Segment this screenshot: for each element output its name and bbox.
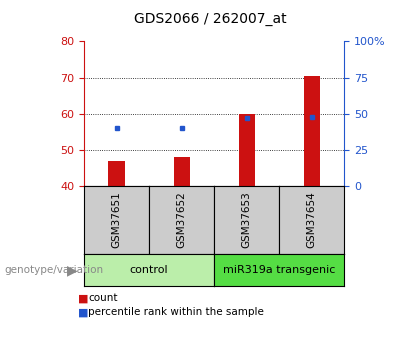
Text: GDS2066 / 262007_at: GDS2066 / 262007_at	[134, 12, 286, 26]
Bar	[239, 114, 255, 186]
Text: ▶: ▶	[67, 263, 78, 277]
Bar	[108, 161, 125, 186]
Text: control: control	[130, 265, 168, 275]
Text: GSM37651: GSM37651	[112, 191, 121, 248]
Text: GSM37652: GSM37652	[177, 191, 186, 248]
Text: miR319a transgenic: miR319a transgenic	[223, 265, 336, 275]
Text: ■: ■	[78, 294, 88, 303]
Bar	[173, 157, 190, 186]
Text: GSM37653: GSM37653	[242, 191, 252, 248]
Text: count: count	[88, 294, 118, 303]
Text: genotype/variation: genotype/variation	[4, 265, 103, 275]
Text: GSM37654: GSM37654	[307, 191, 317, 248]
Text: ■: ■	[78, 307, 88, 317]
Text: percentile rank within the sample: percentile rank within the sample	[88, 307, 264, 317]
Bar	[304, 76, 320, 186]
